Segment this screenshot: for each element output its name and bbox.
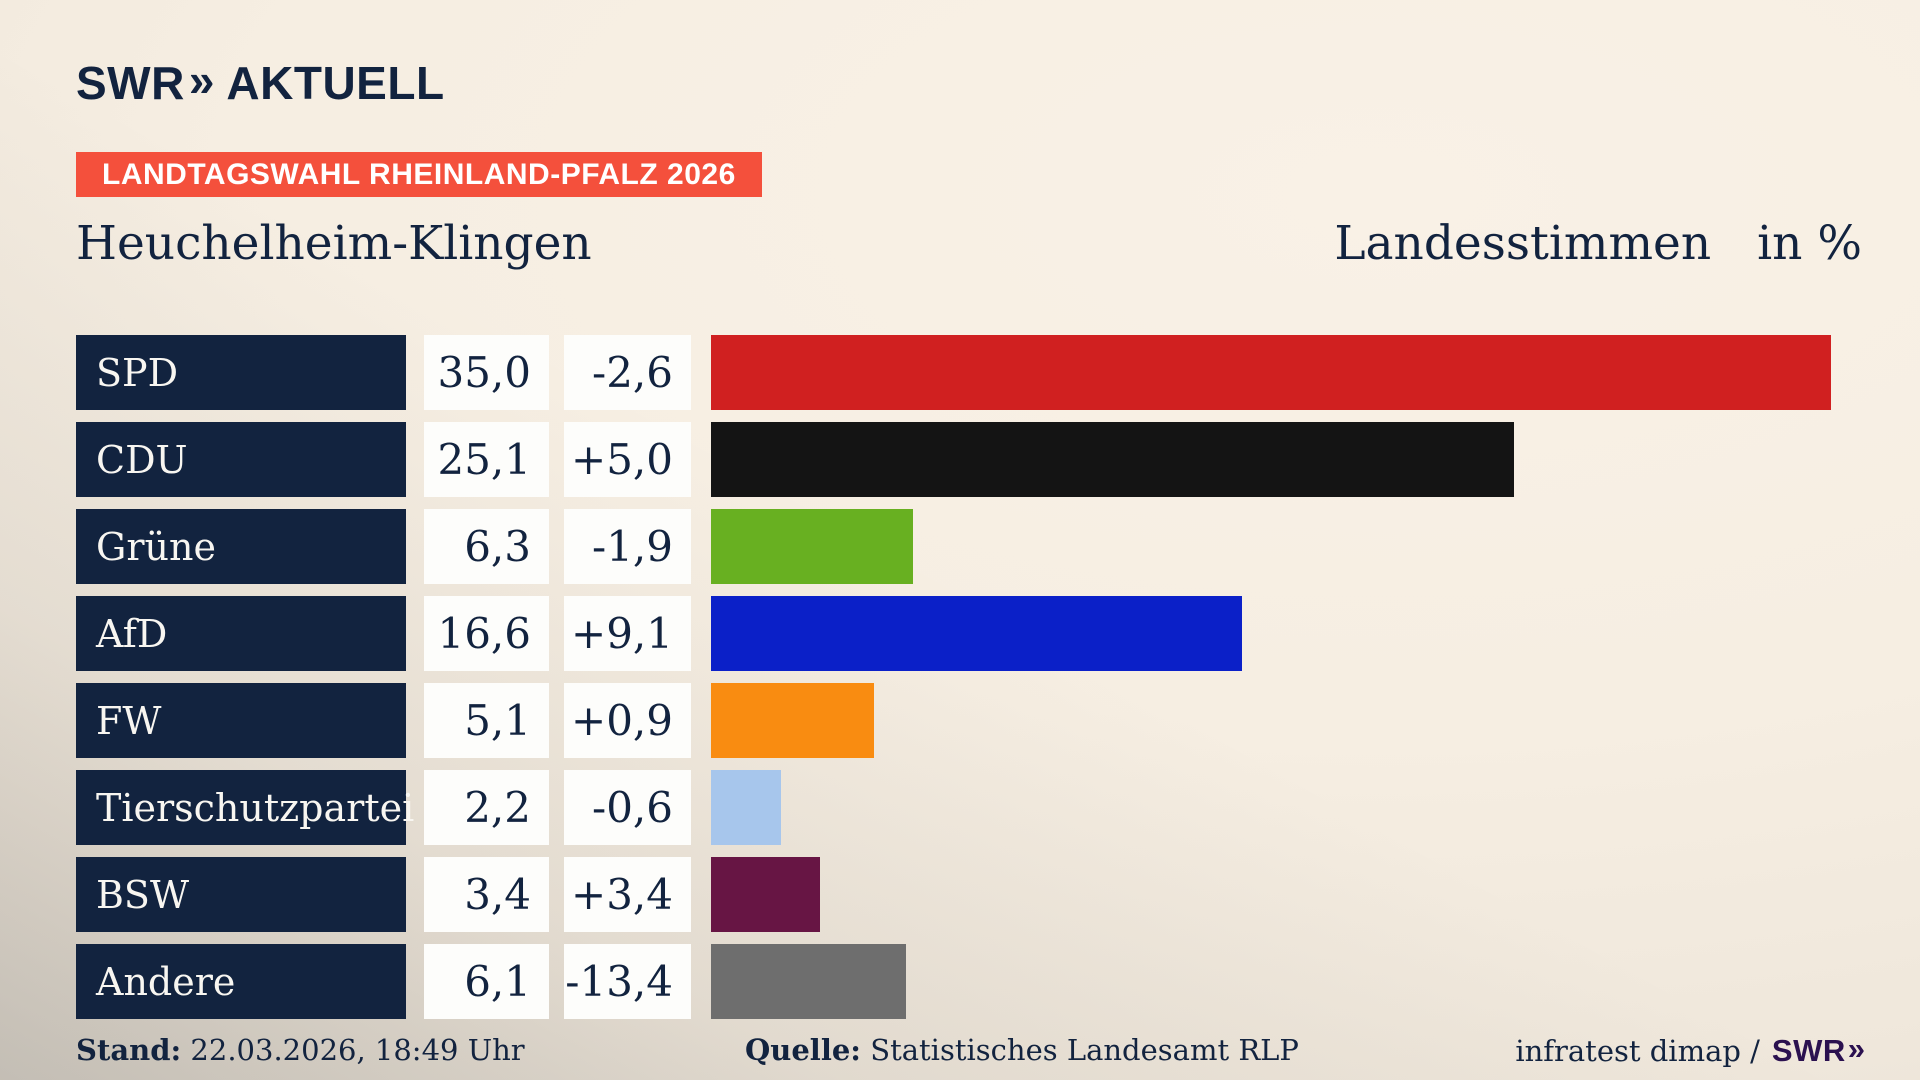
result-bar (711, 596, 1242, 671)
chart-title-bar: Heuchelheim-Klingen Landesstimmen in % (76, 216, 1862, 271)
result-bar (711, 509, 913, 584)
percentage-value-cell: 35,0 (424, 335, 549, 410)
party-label-cell: Grüne (76, 509, 406, 584)
swr-footer-chevron-icon: » (1847, 1031, 1865, 1066)
results-bar-chart: SPD 35,0 -2,6 CDU 25,1 +5,0 Grüne 6,3 -1… (76, 335, 1831, 1019)
result-bar (711, 683, 874, 758)
result-bar (711, 335, 1831, 410)
result-row: SPD 35,0 -2,6 (76, 335, 1831, 410)
result-row: FW 5,1 +0,9 (76, 683, 1831, 758)
footer: Stand: 22.03.2026, 18:49 Uhr Quelle: Sta… (0, 1031, 1920, 1080)
unit-label: in % (1757, 216, 1862, 271)
swr-double-chevron-icon: » (188, 54, 215, 106)
result-row: AfD 16,6 +9,1 (76, 596, 1831, 671)
percentage-value-cell: 25,1 (424, 422, 549, 497)
election-title-badge: LANDTAGSWAHL RHEINLAND-PFALZ 2026 (76, 152, 762, 197)
change-value-cell: -0,6 (564, 770, 691, 845)
stand-label: Stand: (76, 1033, 182, 1067)
quelle-value: Statistisches Landesamt RLP (870, 1033, 1299, 1067)
percentage-value-cell: 3,4 (424, 857, 549, 932)
vote-type-label: Landesstimmen (1334, 216, 1712, 271)
swr-aktuell-logo: SWR » AKTUELL (76, 54, 445, 110)
change-value-cell: +3,4 (564, 857, 691, 932)
party-label-cell: BSW (76, 857, 406, 932)
change-value-cell: +0,9 (564, 683, 691, 758)
result-bar (711, 422, 1514, 497)
party-label-cell: SPD (76, 335, 406, 410)
vote-type-title: Landesstimmen in % (1334, 216, 1862, 271)
percentage-value-cell: 2,2 (424, 770, 549, 845)
result-row: Tierschutzpartei 2,2 -0,6 (76, 770, 1831, 845)
change-value-cell: -13,4 (564, 944, 691, 1019)
percentage-value-cell: 6,1 (424, 944, 549, 1019)
swr-footer-logo: SWR » (1771, 1031, 1865, 1068)
result-row: Grüne 6,3 -1,9 (76, 509, 1831, 584)
stand-timestamp: Stand: 22.03.2026, 18:49 Uhr (76, 1033, 525, 1067)
agency-credit: infratest dimap / SWR » (1515, 1031, 1865, 1069)
result-bar (711, 770, 781, 845)
party-label-cell: CDU (76, 422, 406, 497)
percentage-value-cell: 5,1 (424, 683, 549, 758)
credit-text: infratest dimap / (1515, 1034, 1760, 1068)
municipality-title: Heuchelheim-Klingen (76, 216, 592, 271)
percentage-value-cell: 16,6 (424, 596, 549, 671)
stand-value: 22.03.2026, 18:49 Uhr (190, 1033, 525, 1067)
percentage-value-cell: 6,3 (424, 509, 549, 584)
change-value-cell: +5,0 (564, 422, 691, 497)
party-label-cell: FW (76, 683, 406, 758)
party-label-cell: AfD (76, 596, 406, 671)
result-bar (711, 944, 906, 1019)
result-bar (711, 857, 820, 932)
aktuell-logo-text: AKTUELL (226, 57, 445, 109)
source-credit: Quelle: Statistisches Landesamt RLP (745, 1033, 1299, 1067)
party-label-cell: Andere (76, 944, 406, 1019)
result-row: Andere 6,1 -13,4 (76, 944, 1831, 1019)
result-row: CDU 25,1 +5,0 (76, 422, 1831, 497)
change-value-cell: +9,1 (564, 596, 691, 671)
change-value-cell: -1,9 (564, 509, 691, 584)
party-label-cell: Tierschutzpartei (76, 770, 414, 845)
change-value-cell: -2,6 (564, 335, 691, 410)
swr-logo-text: SWR (76, 57, 185, 109)
quelle-label: Quelle: (745, 1033, 861, 1067)
result-row: BSW 3,4 +3,4 (76, 857, 1831, 932)
